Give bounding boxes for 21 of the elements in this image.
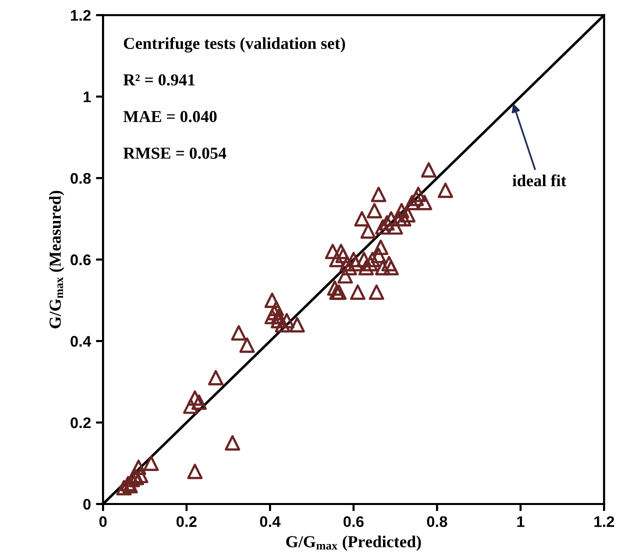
y-tick-label: 0 — [83, 498, 91, 510]
annotation: MAE = 0.040 — [123, 110, 217, 122]
y-tick-label: 1 — [84, 92, 91, 102]
y-tick-label: 0.8 — [70, 172, 91, 184]
y-tick-label: 0.4 — [70, 336, 92, 347]
annotation: ideal fit — [512, 174, 566, 186]
x-tick-label: 1 — [517, 516, 524, 527]
x-tick-label: 0.4 — [260, 516, 281, 528]
x-tick-label: 0.8 — [427, 516, 448, 528]
x-tick-label: 0.6 — [344, 516, 364, 528]
annotation: RMSE = 0.054 — [123, 148, 226, 159]
y-tick-label: 0.6 — [70, 254, 91, 266]
x-tick-label: 1.2 — [594, 516, 614, 527]
x-axis-title: G/G$_{max}$ (Predicted) — [286, 536, 421, 551]
x-tick-label: 0 — [99, 516, 107, 528]
annotation: Centrifuge tests (validation set) — [124, 37, 345, 53]
y-axis-title: G/G$_{max}$ (Measured) — [49, 190, 64, 328]
x-tick-label: 0.2 — [176, 516, 197, 528]
y-tick-label: 0.2 — [70, 417, 91, 428]
y-tick-label: 1.2 — [70, 10, 91, 21]
annotation: R² = 0.941 — [123, 74, 195, 86]
